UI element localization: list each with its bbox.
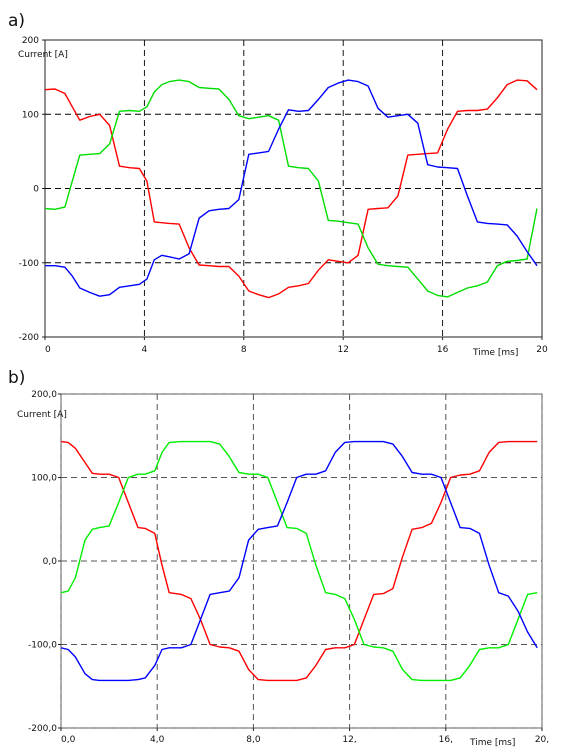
series-line-b-3 xyxy=(60,440,538,682)
panel-label-b: b) xyxy=(8,368,25,388)
y-tick-label-b-4: 200,0 xyxy=(31,390,57,400)
y-axis-label-b: Current [A] xyxy=(17,410,67,420)
x-axis-label-a: Time [ms] xyxy=(472,348,518,358)
series-line-b-2 xyxy=(60,440,538,682)
grid-b xyxy=(60,393,543,729)
y-tick-label-a-4: 200 xyxy=(22,36,39,46)
x-tick-label-b-1: 4,0 xyxy=(150,735,165,745)
ticks-a: 0 4 8 12 16 20 -200 -100 0 100 200 xyxy=(19,36,548,355)
x-axis-label-b: Time [ms] xyxy=(469,738,515,748)
panel-b: b) 0,0 4,0 8,0 12, 16, 20, -200,0 -100,0 0,0 100,… xyxy=(8,368,549,748)
y-tick-label-b-0: -200,0 xyxy=(28,724,57,734)
x-tick-label-b-0: 0,0 xyxy=(61,735,76,745)
x-tick-label-b-5: 20, xyxy=(535,735,549,745)
series-group-a xyxy=(44,79,538,299)
x-tick-label-a-4: 16 xyxy=(437,345,449,355)
grid-a xyxy=(45,40,542,337)
y-tick-label-b-2: 0,0 xyxy=(43,557,58,567)
x-tick-label-b-3: 12, xyxy=(342,735,356,745)
y-axis-label-a: Current [A] xyxy=(18,50,68,60)
series-line-a-2 xyxy=(44,79,538,298)
series-group-b xyxy=(60,440,538,682)
x-tick-label-a-0: 0 xyxy=(45,345,51,355)
y-tick-label-b-1: -100,0 xyxy=(28,641,57,651)
x-tick-label-a-3: 12 xyxy=(337,345,348,355)
y-tick-label-a-3: 100 xyxy=(22,110,39,120)
ticks-b: 0,0 4,0 8,0 12, 16, 20, -200,0 -100,0 0,0 100,0 20… xyxy=(28,390,549,745)
series-line-a-3 xyxy=(45,79,538,297)
y-tick-label-a-1: -100 xyxy=(19,259,40,269)
series-line-a-1 xyxy=(44,79,538,299)
x-tick-label-a-2: 8 xyxy=(241,345,247,355)
panel-label-a: a) xyxy=(8,11,25,31)
x-tick-label-b-2: 8,0 xyxy=(246,735,261,745)
y-tick-label-a-2: 0 xyxy=(33,185,39,195)
x-tick-label-a-1: 4 xyxy=(142,345,148,355)
y-tick-label-b-3: 100,0 xyxy=(31,474,57,484)
y-tick-label-a-0: -200 xyxy=(19,333,40,343)
series-line-b-1 xyxy=(60,440,538,682)
x-tick-label-a-5: 20 xyxy=(536,345,548,355)
x-tick-label-b-4: 16, xyxy=(439,735,453,745)
